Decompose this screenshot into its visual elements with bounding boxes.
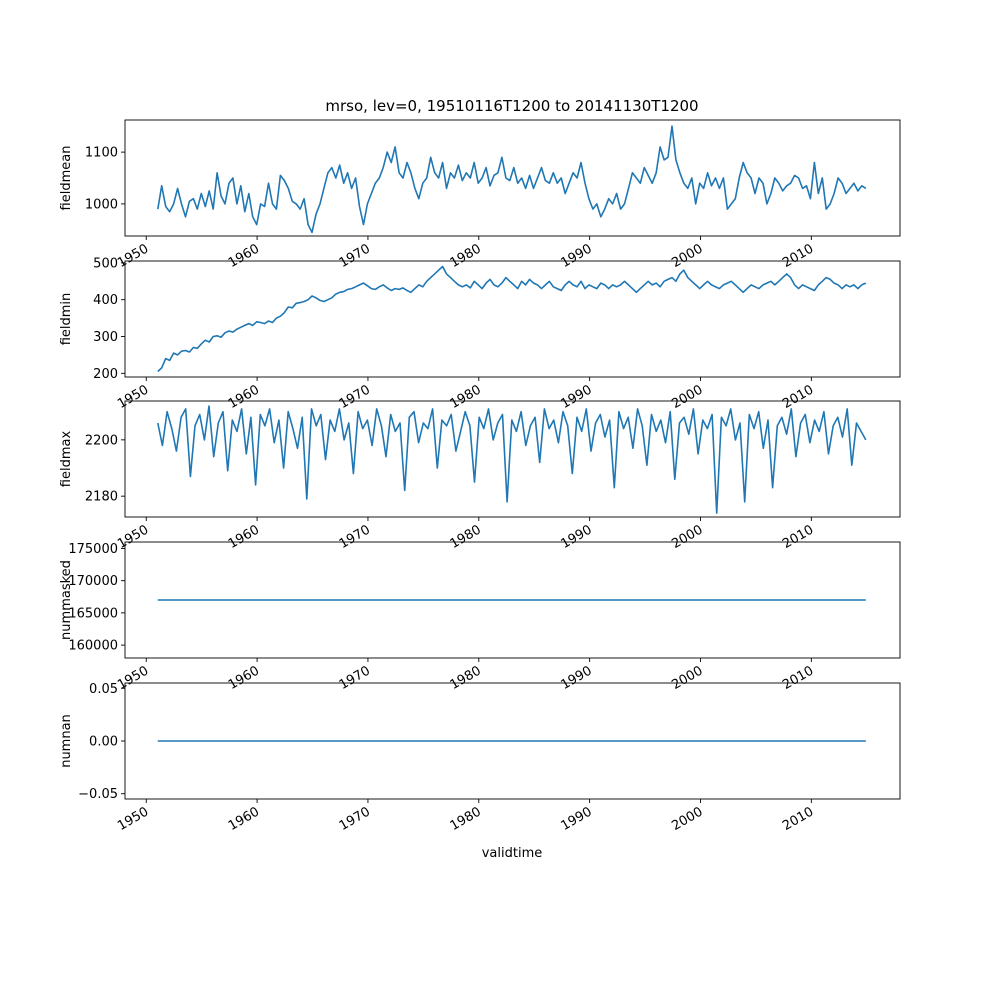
fieldmean-y-tick-label: 1000: [85, 197, 118, 212]
nummasked-axes-frame: [124, 541, 901, 659]
fieldmin-y-tick-label: 400: [93, 293, 118, 308]
x-tick-label: 1990: [558, 241, 594, 271]
x-tick-label: 1990: [558, 804, 594, 834]
x-tick-label: 1980: [448, 804, 484, 834]
x-tick-label: 1980: [448, 382, 484, 412]
x-tick-label: 1960: [226, 663, 262, 693]
panel-fieldmean: 1000 1100 1950 1960 1970 1980 1990 2000 2010 fiel…: [59, 119, 901, 271]
panel-fieldmin: 200 300 400 500 1950 1960 1970 1980 1990 2000 2010…: [59, 256, 901, 412]
fieldmin-series-line: [157, 265, 867, 373]
x-tick-label: 1970: [337, 382, 373, 412]
x-tick-label: 1980: [448, 522, 484, 552]
x-tick-label: 2010: [780, 804, 816, 834]
x-tick-label: 1950: [115, 382, 151, 412]
x-tick-label: 1950: [115, 241, 151, 271]
x-tick-label: 2010: [780, 663, 816, 693]
x-tick-label: 2000: [669, 522, 705, 552]
fieldmax-axis-label: fieldmax: [59, 431, 74, 488]
x-tick-label: 1970: [337, 804, 373, 834]
x-tick-label: 1980: [448, 663, 484, 693]
fieldmin-axis-label: fieldmin: [59, 293, 74, 346]
x-tick-label: 2000: [669, 663, 705, 693]
numnan-y-tick-label: −0.05: [78, 787, 118, 802]
x-tick-label: 2000: [669, 382, 705, 412]
numnan-y-tick-label: 0.05: [89, 682, 118, 697]
nummasked-y-tick-label: 175000: [68, 542, 118, 557]
x-axis-label: validtime: [482, 846, 543, 861]
x-tick-label: 1950: [115, 522, 151, 552]
fieldmean-series-line: [157, 125, 867, 234]
x-tick-label: 2010: [780, 522, 816, 552]
x-tick-label: 1990: [558, 522, 594, 552]
x-tick-label: 1950: [115, 804, 151, 834]
panel-nummasked: 160000 165000 170000 175000 1950 1960 1970 1980…: [59, 541, 901, 693]
panel-numnan: −0.05 0.00 0.05 1950 1960 1970 1980 1990 2000 201…: [59, 682, 901, 834]
numnan-y-tick-label: 0.00: [89, 735, 118, 750]
x-tick-label: 1990: [558, 663, 594, 693]
fieldmean-axes-frame: [124, 119, 901, 237]
x-tick-label: 2010: [780, 241, 816, 271]
fieldmin-y-tick-label: 300: [93, 330, 118, 345]
x-tick-label: 1970: [337, 663, 373, 693]
x-tick-label: 1970: [337, 241, 373, 271]
x-tick-label: 2010: [780, 382, 816, 412]
fieldmean-axis-label: fieldmean: [59, 146, 74, 211]
nummasked-axis-label: nummasked: [59, 560, 74, 640]
x-tick-label: 1960: [226, 522, 262, 552]
x-tick-label: 1970: [337, 522, 373, 552]
numnan-axis-label: numnan: [59, 714, 74, 768]
x-tick-label: 1960: [226, 804, 262, 834]
x-tick-label: 1960: [226, 382, 262, 412]
fieldmin-y-tick-label: 500: [93, 256, 118, 271]
nummasked-y-tick-label: 165000: [68, 606, 118, 621]
fieldmin-y-tick-label: 200: [93, 367, 118, 382]
x-tick-label: 2000: [669, 241, 705, 271]
x-tick-label: 1960: [226, 241, 262, 271]
fieldmin-axes-frame: [124, 260, 901, 378]
x-tick-label: 1990: [558, 382, 594, 412]
panels: 1000 1100 1950 1960 1970 1980 1990 2000 2010 fiel…: [59, 119, 901, 834]
fieldmax-y-tick-label: 2200: [85, 433, 118, 448]
panel-fieldmax: 2180 2200 1950 1960 1970 1980 1990 2000 2010 fiel…: [59, 400, 901, 552]
fieldmax-series-line: [157, 405, 867, 514]
nummasked-y-tick-label: 170000: [68, 574, 118, 589]
fieldmax-axes-frame: [124, 400, 901, 518]
nummasked-y-tick-label: 160000: [68, 639, 118, 654]
fieldmax-y-tick-label: 2180: [85, 490, 118, 505]
x-tick-label: 1950: [115, 663, 151, 693]
x-tick-label: 1980: [448, 241, 484, 271]
chart-title: mrso, lev=0, 19510116T1200 to 20141130T1…: [325, 97, 698, 115]
x-tick-label: 2000: [669, 804, 705, 834]
fieldmean-y-tick-label: 1100: [85, 146, 118, 161]
